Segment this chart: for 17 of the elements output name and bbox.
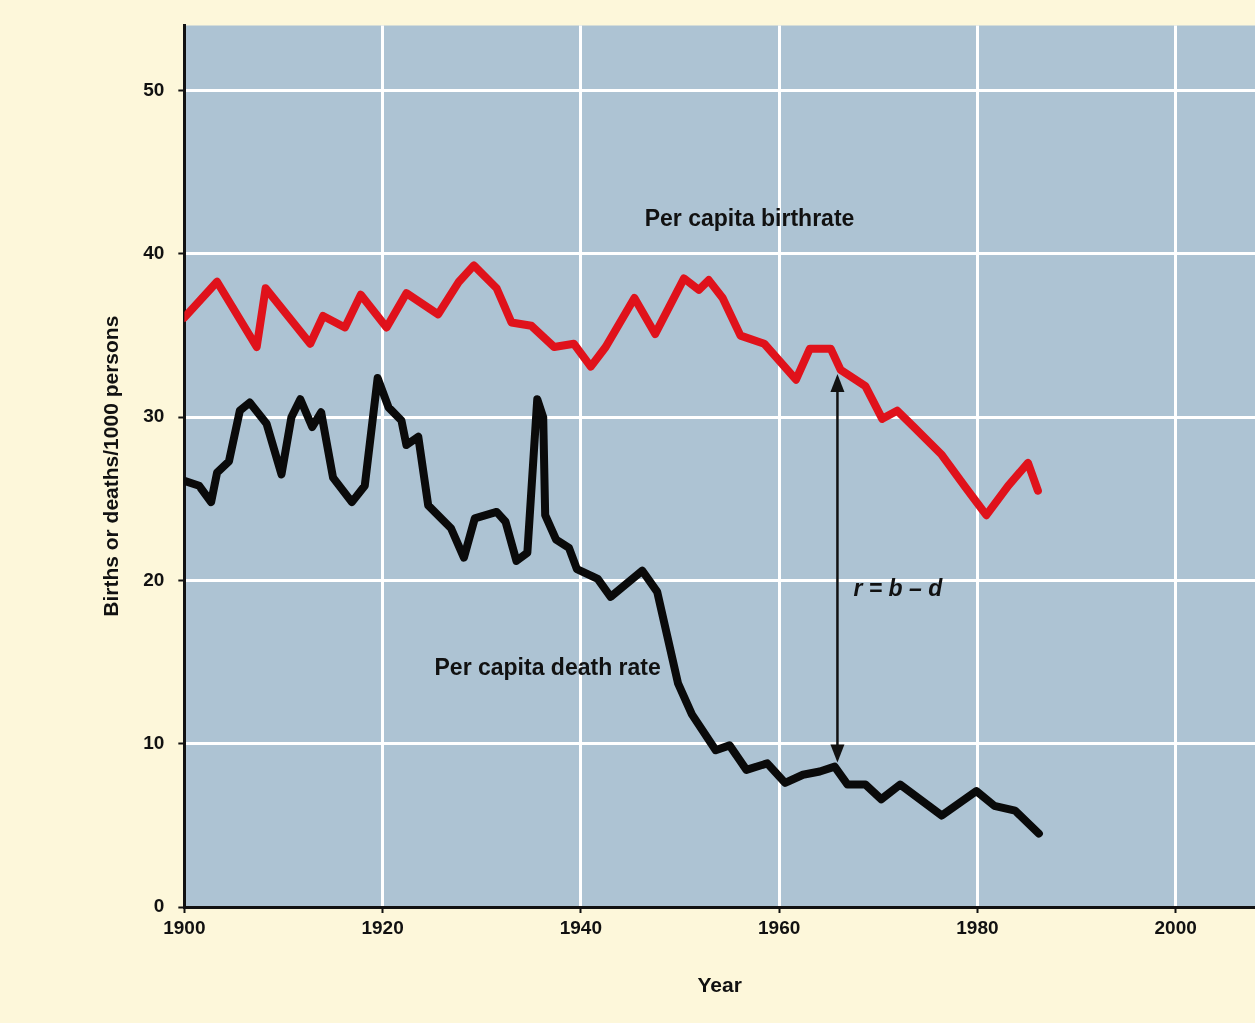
y-tick-label: 40	[143, 242, 165, 264]
y-tick-label: 30	[143, 405, 165, 427]
y-tick-label: 0	[153, 895, 165, 917]
y-tick-label: 50	[143, 78, 165, 100]
x-tick-label: 1920	[361, 916, 404, 938]
y-tick-label: 10	[143, 731, 165, 753]
x-tick-label: 1980	[956, 916, 999, 938]
series-label: Per capita death rate	[434, 654, 661, 681]
text: Per capita birthrate	[644, 204, 855, 231]
x-tick-label: 2000	[1154, 916, 1197, 938]
y-axis-title: Births or deaths/1000 persons	[99, 315, 123, 617]
x-tick-label: 1960	[758, 916, 801, 938]
x-tick-label: 1940	[559, 916, 603, 938]
y-tick-label: 20	[143, 568, 165, 590]
annotation: r = b – d	[853, 574, 944, 601]
x-tick-label: 1900	[163, 916, 206, 938]
x-axis-title: Year	[697, 973, 742, 997]
